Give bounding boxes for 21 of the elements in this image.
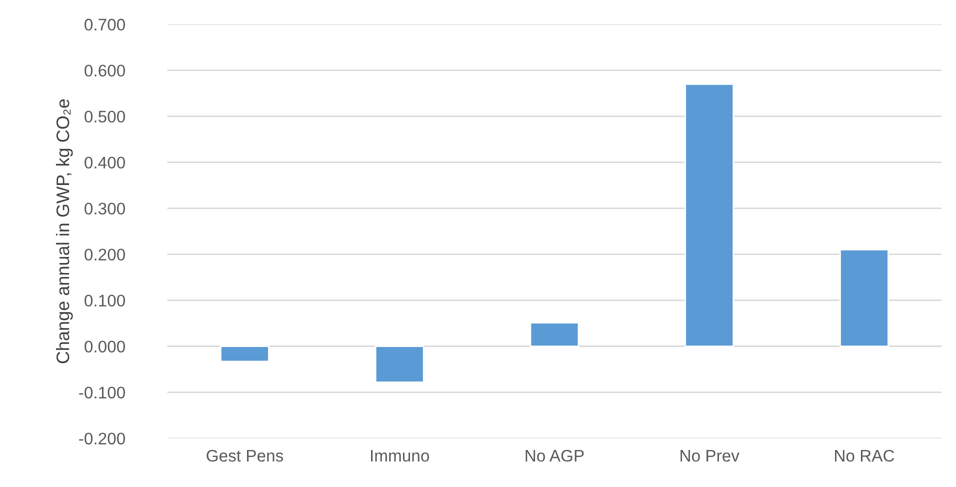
y-tick-label: 0.300 — [84, 202, 125, 215]
y-tick-label: 0.200 — [84, 248, 125, 261]
bar — [220, 346, 270, 362]
bar — [840, 249, 889, 348]
y-axis-title: Change annual in GWP, kg CO₂e — [56, 99, 73, 364]
x-tick-label: Gest Pens — [206, 450, 284, 462]
bar — [530, 322, 580, 348]
x-tick-label: No RAC — [835, 450, 894, 462]
bar — [684, 83, 734, 348]
y-tick-label: 0.000 — [84, 340, 125, 353]
y-tick-label: -0.100 — [79, 386, 125, 399]
x-tick-label: Immuno — [371, 450, 430, 462]
y-tick-label: 0.700 — [84, 18, 125, 31]
y-tick-label: 0.100 — [84, 294, 125, 307]
y-tick-label: -0.200 — [79, 432, 125, 445]
y-tick-label: 0.400 — [84, 156, 125, 169]
y-tick-label: 0.600 — [84, 64, 125, 77]
y-tick-label: 0.500 — [84, 110, 125, 123]
x-tick-label: No Prev — [680, 450, 740, 462]
bar — [374, 346, 424, 383]
x-tick-label: No AGP — [526, 450, 584, 462]
